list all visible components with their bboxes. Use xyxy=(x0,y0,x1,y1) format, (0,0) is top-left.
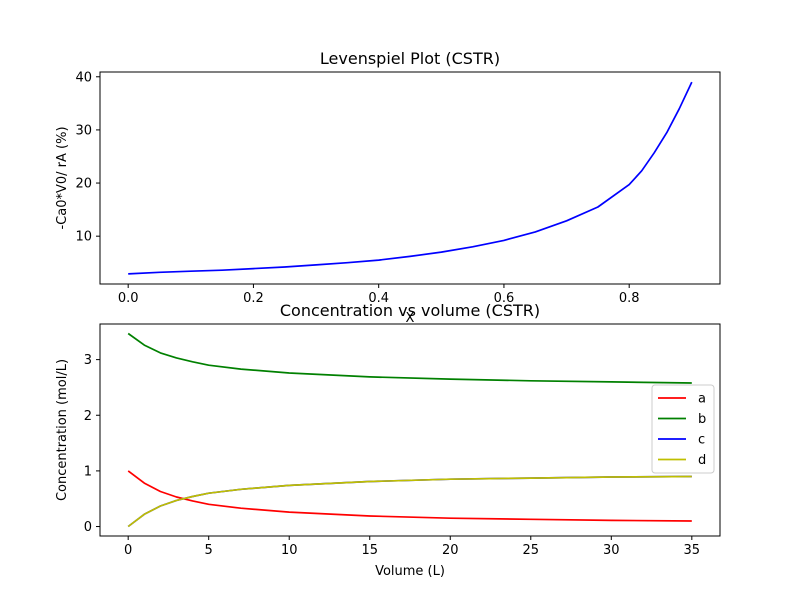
x-tick-label: 15 xyxy=(361,543,378,558)
legend-label-a: a xyxy=(698,392,706,407)
x-tick-label: 25 xyxy=(523,543,540,558)
y-tick-label: 10 xyxy=(75,230,92,245)
chart-title: Levenspiel Plot (CSTR) xyxy=(320,49,500,68)
x-tick-label: 5 xyxy=(205,543,213,558)
x-tick-label: 0.4 xyxy=(368,291,389,306)
legend-label-d: d xyxy=(698,453,706,468)
x-axis-label: X xyxy=(406,311,415,326)
y-axis-label: Concentration (mol/L) xyxy=(55,359,70,501)
legend-label-c: c xyxy=(698,433,705,448)
y-tick-label: 2 xyxy=(84,409,92,424)
legend-label-b: b xyxy=(698,412,706,427)
series-line-b xyxy=(127,332,692,384)
levenspiel-plot: 0.0 0.2 0.4 0.6 0.8 10 20 30 40 Levenspiel Plot (… xyxy=(55,49,721,326)
y-tick-label: 3 xyxy=(84,353,92,368)
series-line-c xyxy=(127,475,692,528)
x-tick-label: 0.8 xyxy=(619,291,640,306)
x-tick-label: 0.2 xyxy=(243,291,264,306)
concentration-plot: 0 5 10 15 20 25 30 35 0 1 2 3 Concentration vs volum… xyxy=(55,301,721,579)
y-tick-label: 20 xyxy=(75,177,92,192)
series-line-0-0 xyxy=(128,81,693,275)
x-tick-label: 10 xyxy=(281,543,298,558)
axes-frame xyxy=(99,323,721,537)
x-tick-label: 35 xyxy=(684,543,701,558)
x-axis-label: Volume (L) xyxy=(375,564,445,579)
x-tick-label: 0.6 xyxy=(494,291,515,306)
x-tick-label: 20 xyxy=(442,543,459,558)
y-tick-label: 40 xyxy=(75,70,92,85)
x-tick-label: 30 xyxy=(603,543,620,558)
axes-frame xyxy=(99,71,721,285)
series-line-d xyxy=(127,475,692,528)
chart-title: Concentration vs volume (CSTR) xyxy=(280,301,540,320)
series-line-a xyxy=(127,470,692,522)
x-tick-label: 0 xyxy=(124,543,132,558)
legend-box xyxy=(651,384,715,474)
y-axis-label: -Ca0*V0/ rA (%) xyxy=(55,126,70,229)
y-tick-label: 0 xyxy=(84,520,92,535)
y-tick-label: 30 xyxy=(75,123,92,138)
x-tick-label: 0.0 xyxy=(118,291,139,306)
y-tick-label: 1 xyxy=(84,464,92,479)
